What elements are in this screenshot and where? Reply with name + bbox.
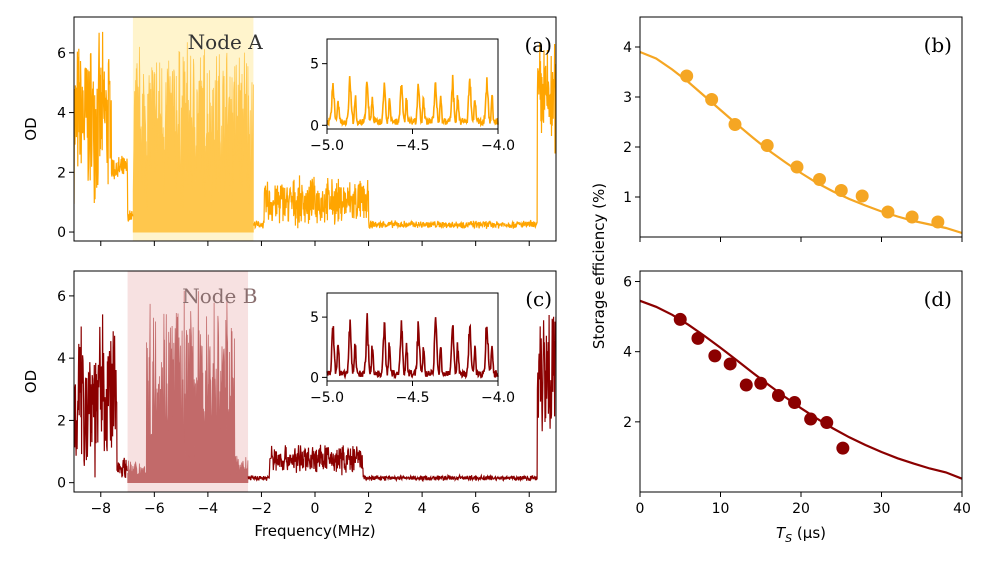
plot-area [74, 17, 556, 241]
data-point [931, 215, 945, 229]
data-point [813, 173, 827, 186]
data-point [673, 312, 687, 326]
plot-area [74, 271, 556, 492]
panel-d-efficiency-node-b: 0 10 20 30 40 2 4 6 (d) TS (μs) [623, 270, 971, 545]
data-point [705, 93, 719, 106]
data-point [834, 184, 848, 197]
shared-y-axis-label: Storage efficiency (%) [590, 183, 608, 349]
axes-frame [73, 270, 557, 493]
y-tick-label: 3 [623, 90, 632, 106]
fit-curve [640, 299, 962, 480]
inset: −5.0 −4.5 −4.0 0 5 [310, 38, 515, 154]
y-tick-label: 0 [310, 118, 319, 134]
panel-label: (a) [524, 33, 552, 57]
inset: −5.0 −4.5 −4.0 0 5 [310, 292, 515, 406]
inset-trace [326, 74, 499, 128]
x-tick-label: −6 [144, 501, 165, 517]
data-point [708, 349, 722, 363]
x-tick-label: 20 [792, 501, 810, 517]
y-tick-label: 6 [57, 46, 66, 62]
data-point [680, 69, 694, 83]
plot-area [640, 299, 962, 480]
y-tick-label: 5 [310, 310, 319, 326]
x-tick-label: −4 [198, 501, 219, 517]
node-label: Node B [182, 284, 257, 308]
y-tick-label: 6 [57, 289, 66, 305]
y-tick-label: 2 [57, 413, 66, 429]
data-point [905, 210, 919, 224]
x-tick-label: 0 [636, 501, 645, 517]
axes-frame [639, 270, 963, 493]
data-point [760, 139, 774, 152]
data-point [855, 189, 869, 203]
y-tick-label: 1 [623, 190, 632, 206]
axes-frame [73, 16, 557, 242]
data-point [788, 396, 802, 410]
x-tick-label: 0 [311, 501, 320, 517]
x-tick-label: 40 [953, 501, 971, 517]
highlight-fill [127, 290, 249, 484]
x-tick-label: 10 [712, 501, 730, 517]
y-tick-label: 0 [57, 476, 66, 492]
x-tick-label: −5.0 [310, 138, 344, 154]
y-tick-label: 4 [57, 106, 66, 122]
y-tick-label: 4 [57, 351, 66, 367]
y-tick-label: 0 [57, 225, 66, 241]
data-point [691, 331, 705, 345]
panel-label: (c) [525, 287, 552, 311]
data-point [790, 160, 804, 174]
x-tick-label: −5.0 [310, 390, 344, 406]
panel-label: (b) [924, 33, 952, 57]
y-tick-label: 2 [57, 165, 66, 181]
axes-frame [326, 38, 499, 130]
x-tick-label: 4 [418, 501, 427, 517]
x-axis-label: Frequency(MHz) [254, 522, 375, 540]
axes-frame [639, 16, 963, 238]
data-point [804, 412, 818, 426]
data-point [881, 205, 895, 219]
highlight-fill [132, 42, 254, 233]
inset-trace [326, 313, 499, 380]
y-axis-label: OD [22, 370, 40, 393]
x-tick-label: −4.0 [481, 390, 515, 406]
x-tick-label: 30 [873, 501, 891, 517]
data-point [836, 441, 850, 455]
plot-area [640, 50, 962, 235]
x-axis-label: TS (μs) [776, 524, 826, 545]
panel-label: (d) [924, 287, 952, 311]
data-point [739, 378, 753, 392]
y-tick-label: 6 [623, 275, 632, 291]
y-tick-label: 4 [623, 345, 632, 361]
data-point [754, 376, 768, 390]
y-axis-label: OD [22, 117, 40, 140]
y-tick-label: 2 [623, 415, 632, 431]
y-tick-label: 2 [623, 140, 632, 156]
panel-a-spectrum-node-a: 0 2 4 6 OD Node A (a) −5.0 −4.5 −4.0 0 5 [22, 16, 557, 246]
x-tick-label: −2 [251, 501, 272, 517]
x-tick-label: −4.5 [396, 138, 430, 154]
x-tick-label: −4.5 [396, 390, 430, 406]
x-tick-label: −4.0 [481, 138, 515, 154]
y-tick-label: 0 [310, 370, 319, 386]
panel-b-efficiency-node-a: 1 2 3 4 (b) [623, 16, 963, 242]
y-tick-label: 5 [310, 57, 319, 73]
data-point [723, 357, 737, 371]
data-point [820, 416, 834, 430]
data-point [728, 118, 742, 131]
x-tick-label: 8 [525, 501, 534, 517]
x-tick-label: 2 [364, 501, 373, 517]
y-tick-label: 4 [623, 40, 632, 56]
x-tick-label: −8 [90, 501, 111, 517]
panel-c-spectrum-node-b: −8 −6 −4 −2 0 2 4 6 8 0 2 4 6 OD Frequency(MHz) Node B (… [22, 270, 557, 540]
spectrum-trace [74, 31, 556, 230]
axes-frame [326, 292, 499, 382]
x-tick-label: 6 [471, 501, 480, 517]
data-point [771, 389, 785, 403]
node-label: Node A [188, 30, 264, 54]
spectrum-trace [74, 314, 556, 483]
